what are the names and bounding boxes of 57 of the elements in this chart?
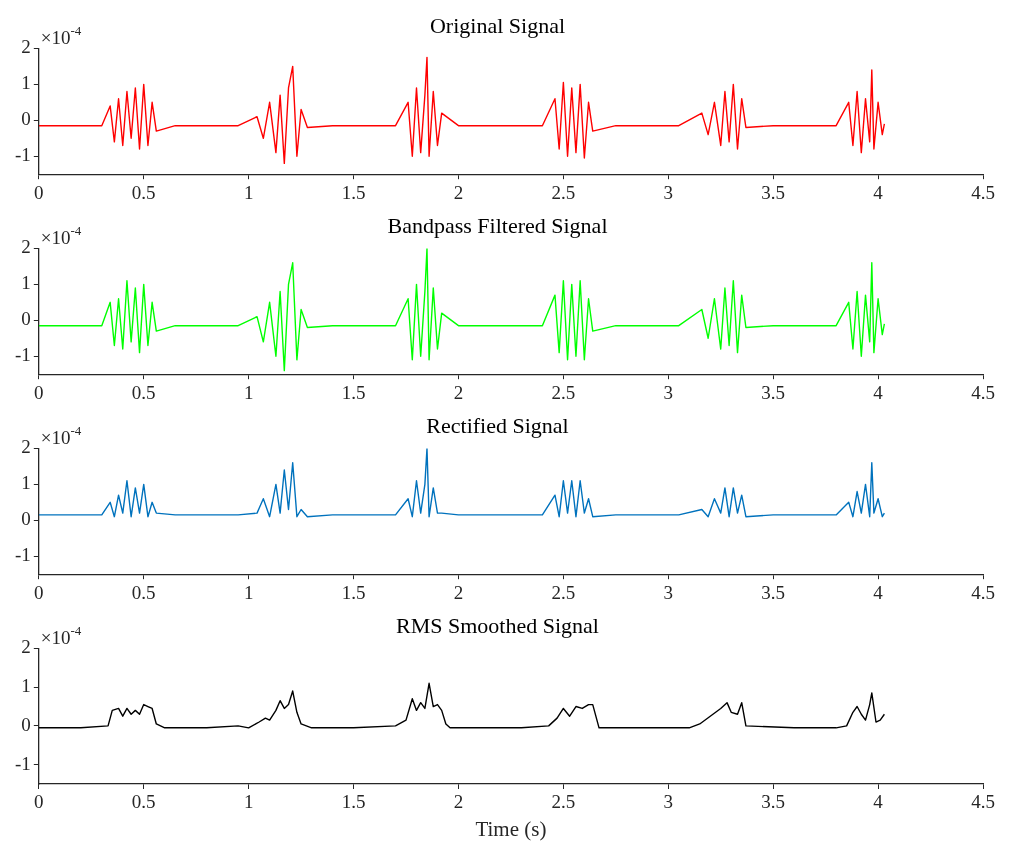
- x-tick-label: 4.5: [971, 791, 995, 813]
- x-axis-title: Time (s): [475, 816, 547, 841]
- x-tick-label: 0.5: [131, 581, 156, 603]
- x-tick-label: 1: [243, 581, 254, 603]
- chart-title: Bandpass Filtered Signal: [387, 212, 608, 238]
- x-tick-label: 3: [663, 791, 674, 813]
- y-tick-label: -1: [15, 144, 31, 166]
- y-tick-label: 2: [21, 636, 31, 658]
- x-tick-label: 1.5: [341, 581, 366, 603]
- x-tick-label: 0.5: [131, 381, 156, 403]
- x-tick-label: 4: [873, 791, 884, 813]
- y-tick-label: 1: [21, 72, 31, 94]
- x-tick-label: 2.5: [551, 581, 576, 603]
- x-tick-label: 1.5: [341, 791, 366, 813]
- x-tick-label: 1.5: [341, 381, 366, 403]
- y-tick-label: 0: [21, 713, 31, 735]
- y-tick-label: 1: [21, 272, 31, 294]
- y-tick-label: 2: [21, 436, 31, 458]
- y-tick-label: 2: [21, 36, 31, 58]
- x-tick-label: 3: [663, 381, 674, 403]
- y-tick-label: 0: [21, 308, 31, 330]
- chart-title: Original Signal: [429, 12, 566, 38]
- y-tick-label: 0: [21, 108, 31, 130]
- y-tick-label: 1: [21, 472, 31, 494]
- x-tick-label: 2.5: [551, 791, 576, 813]
- x-tick-label: 3: [663, 181, 674, 203]
- x-tick-label: 2.5: [551, 381, 576, 403]
- x-tick-label: 2: [453, 381, 464, 403]
- x-tick-label: 0.5: [131, 791, 156, 813]
- x-tick-label: 2: [453, 791, 464, 813]
- chart-title: Rectified Signal: [426, 412, 569, 438]
- x-tick-label: 1.5: [341, 181, 366, 203]
- chart-title: RMS Smoothed Signal: [396, 612, 599, 638]
- x-tick-label: 4: [873, 381, 884, 403]
- y-tick-label: 2: [21, 236, 31, 258]
- x-tick-label: 4.5: [971, 381, 995, 403]
- x-tick-label: 2: [453, 581, 464, 603]
- x-tick-label: 2.5: [551, 181, 576, 203]
- x-tick-label: 3.5: [761, 381, 786, 403]
- y-tick-label: -1: [15, 544, 31, 566]
- x-tick-label: 3: [663, 581, 674, 603]
- y-tick-label: 1: [21, 675, 31, 697]
- x-tick-label: 1: [243, 381, 254, 403]
- x-tick-label: 1: [243, 791, 254, 813]
- x-tick-label: 4.5: [971, 581, 995, 603]
- y-tick-label: -1: [15, 344, 31, 366]
- x-tick-label: 2: [453, 181, 464, 203]
- x-tick-label: 3.5: [761, 181, 786, 203]
- x-tick-label: 4: [873, 581, 884, 603]
- y-tick-label: -1: [15, 752, 31, 774]
- x-tick-label: 1: [243, 181, 254, 203]
- x-tick-label: 0.5: [131, 181, 156, 203]
- x-tick-label: 3.5: [761, 581, 786, 603]
- x-tick-label: 4.5: [971, 181, 995, 203]
- x-tick-label: 4: [873, 181, 884, 203]
- x-tick-label: 3.5: [761, 791, 786, 813]
- y-tick-label: 0: [21, 508, 31, 530]
